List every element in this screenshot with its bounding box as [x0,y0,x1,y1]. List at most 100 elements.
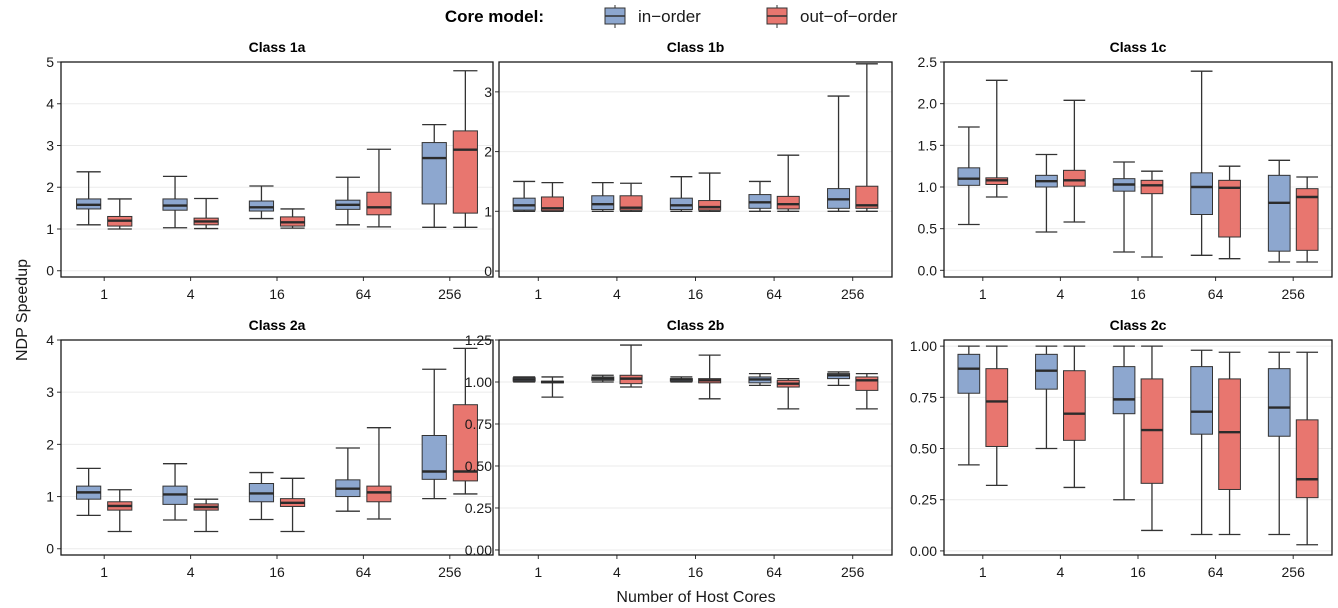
y-tick-label: 5 [46,54,54,70]
box-out-of-order [279,208,306,229]
y-tick-label: 2 [484,144,492,160]
y-tick-label: 1.0 [918,179,938,195]
box-in-order [1190,70,1213,256]
x-tick-label: 64 [766,286,782,302]
panel: 0 1 2 3 4 1 4 16 64 256 Class 2a [46,317,494,580]
box-out-of-order [855,372,879,410]
box-in-order [1112,161,1136,253]
x-tick-label: 16 [269,286,285,302]
box-body [776,195,800,210]
box-in-order [669,376,693,383]
box-in-order [76,467,102,516]
y-tick-label: 2.0 [918,96,938,112]
box-in-order [248,185,275,220]
panel-title: Class 2b [667,317,725,333]
box-in-order [1035,345,1058,450]
y-tick-label: 3 [46,384,54,400]
x-tick-label: 4 [1057,564,1065,580]
legend: Core model: in−order out−of−order [445,5,898,28]
x-tick-label: 16 [1130,564,1146,580]
x-tick-label: 16 [688,564,704,580]
y-tick-label: 2.5 [918,54,938,70]
box-in-order [162,175,188,229]
y-tick-label: 0 [484,263,492,279]
panel-border [943,61,1333,278]
box-in-order [335,447,361,512]
box-in-order [591,181,615,212]
box-out-of-order [540,376,564,398]
box-out-of-order [1295,176,1319,263]
y-axis-title: NDP Speedup [14,259,31,361]
x-tick-label: 4 [613,564,621,580]
panel-title: Class 1c [1110,39,1167,55]
legend-item-in-order: in−order [604,5,701,28]
box-in-order [827,95,851,212]
box-body [855,376,879,391]
panel-title: Class 1a [249,39,306,55]
x-tick-label: 1 [100,286,108,302]
box-out-of-order [1140,345,1164,532]
panel-title: Class 2c [1110,317,1167,333]
x-tick-label: 1 [979,564,987,580]
box-body [1218,378,1241,490]
box-body [452,130,478,214]
x-tick-label: 16 [688,286,704,302]
y-tick-label: 0 [46,263,54,279]
box-in-order [748,372,772,387]
box-body [1218,179,1241,238]
x-tick-label: 256 [1282,286,1306,302]
box-in-order [512,180,536,212]
y-tick-label: 1.00 [910,338,937,354]
panel: 0.0 0.5 1.0 1.5 2.0 2.5 1 4 16 64 256 Class 1c [918,39,1333,302]
x-tick-label: 4 [613,286,621,302]
box-body [855,185,879,209]
box-body [698,200,722,211]
box-in-order [1035,153,1058,233]
x-tick-label: 1 [534,286,542,302]
box-out-of-order [1218,165,1241,260]
x-tick-label: 256 [841,286,865,302]
box-in-order [162,463,188,521]
x-tick-label: 16 [1130,286,1146,302]
box-out-of-order [366,148,392,228]
box-out-of-order [985,345,1009,487]
x-tick-label: 64 [356,564,372,580]
box-in-order [248,471,275,521]
box-in-order [76,171,102,226]
x-axis-title: Number of Host Cores [616,589,775,606]
y-tick-label: 4 [46,332,54,348]
y-tick-label: 1 [484,203,492,219]
y-tick-label: 1.5 [918,137,938,153]
box-out-of-order [452,70,478,228]
y-tick-label: 0.75 [910,389,937,405]
box-body [366,191,392,216]
x-tick-label: 16 [269,564,285,580]
box-out-of-order [107,489,133,533]
x-tick-label: 4 [187,286,195,302]
box-out-of-order [279,477,306,533]
box-out-of-order [540,181,564,212]
panel-border [498,61,893,278]
y-tick-label: 1.25 [465,332,492,348]
box-body [248,200,275,212]
box-in-order [421,368,447,500]
box-body [366,485,392,503]
y-tick-label: 2 [46,436,54,452]
y-tick-label: 0.00 [910,543,937,559]
box-body [591,195,615,211]
x-tick-label: 1 [979,286,987,302]
box-in-order [335,176,361,226]
panel-border [60,61,494,278]
box-body [421,142,447,205]
x-tick-label: 256 [438,564,462,580]
box-body [1190,172,1213,215]
y-tick-label: 0.0 [918,262,938,278]
x-tick-label: 64 [356,286,372,302]
panel-title: Class 1b [667,39,725,55]
y-tick-label: 0.50 [910,441,937,457]
box-out-of-order [1140,170,1164,258]
box-body [669,197,693,211]
legend-label-in-order: in−order [638,7,701,26]
y-tick-label: 0.75 [465,416,492,432]
